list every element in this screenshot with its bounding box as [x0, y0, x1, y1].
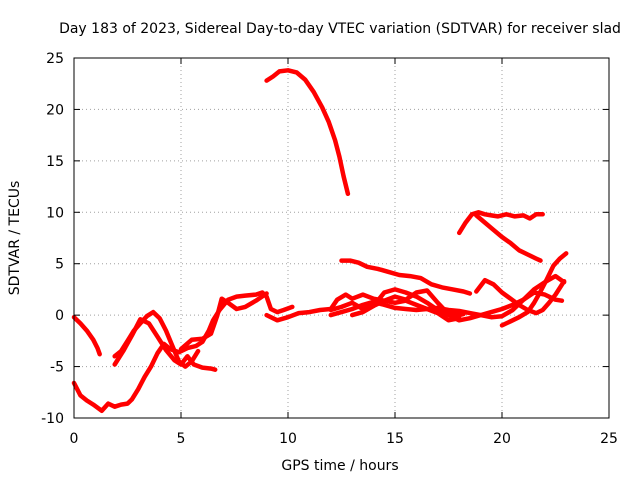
y-tick-label: 15 — [46, 154, 64, 170]
y-tick-label: -5 — [50, 360, 64, 376]
x-tick-label: 15 — [386, 431, 404, 447]
series-track-a — [71, 314, 102, 357]
series-track-o — [499, 251, 569, 328]
x-tick-label: 20 — [493, 431, 511, 447]
x-tick-label: 25 — [600, 431, 618, 447]
y-tick-label: 0 — [55, 308, 64, 324]
series-track-l — [456, 210, 545, 236]
y-axis-label: SDTVAR / TECUs — [7, 181, 23, 296]
series-track-e — [178, 291, 269, 352]
y-tick-label: 25 — [46, 51, 64, 67]
y-tick-label: 20 — [46, 102, 64, 118]
data-series — [71, 68, 569, 414]
series-track-h — [339, 258, 473, 296]
y-tick-label: 5 — [55, 257, 64, 273]
series-track-d — [112, 317, 218, 372]
plot-frame — [73, 57, 610, 419]
series-track-n — [474, 277, 567, 316]
axis-ticks: -10 -5 0 5 10 15 20 25 0 5 10 15 20 25 — [41, 51, 618, 447]
series-track-g — [264, 68, 351, 197]
x-tick-label: 0 — [70, 431, 79, 447]
chart-title: Day 183 of 2023, Sidereal Day-to-day VTE… — [59, 21, 621, 37]
y-tick-label: 10 — [46, 205, 64, 221]
x-axis-label: GPS time / hours — [281, 458, 398, 474]
series-track-m — [474, 213, 543, 263]
x-tick-label: 10 — [279, 431, 297, 447]
series-track-b — [71, 290, 295, 414]
y-tick-label: -10 — [41, 411, 64, 427]
x-tick-label: 5 — [177, 431, 186, 447]
series-track-k — [328, 287, 565, 323]
